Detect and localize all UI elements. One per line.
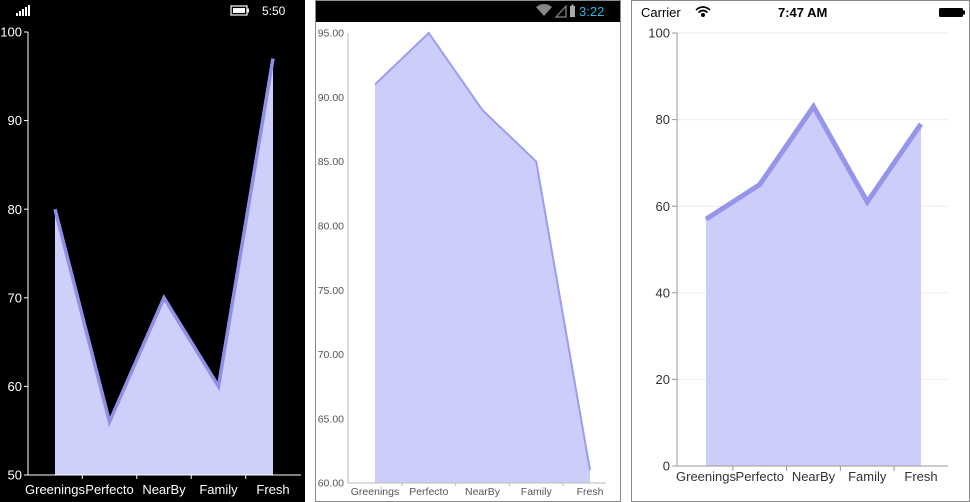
- x-tick-label: Perfecto: [409, 486, 448, 498]
- status-time: 7:47 AM: [778, 5, 828, 20]
- x-tick-label: Family: [199, 482, 238, 497]
- y-tick-label: 75.00: [318, 285, 344, 297]
- carrier-label: Carrier: [641, 5, 681, 20]
- status-bar: 5:50: [0, 0, 305, 22]
- y-tick-label: 70: [8, 290, 22, 305]
- x-tick-label: Family: [521, 486, 553, 498]
- x-tick-label: NearBy: [465, 486, 501, 498]
- wifi-icon: [536, 4, 552, 16]
- y-tick-label: 20: [656, 372, 670, 387]
- y-tick-label: 85.00: [318, 156, 344, 168]
- status-time: 5:50: [262, 4, 286, 18]
- area-chart: 60.00 65.00 70.00 75.00 80.00 85.00 90.00 95.00…: [318, 28, 606, 498]
- x-tick-label: Perfecto: [85, 482, 133, 497]
- area-fill: [375, 33, 590, 483]
- y-tick-label: 60: [8, 379, 22, 394]
- windows-phone-screen: 5:50 50 60 70 80 90 100 Greenings Perfecto NearB…: [0, 0, 305, 502]
- y-tick-label: 80: [656, 112, 670, 127]
- status-time: 3:22: [579, 4, 605, 19]
- y-tick-label: 90.00: [318, 92, 344, 104]
- x-tick-label: Greenings: [676, 469, 736, 484]
- y-tick-label: 0: [663, 459, 670, 474]
- area-chart: 0 20 40 60 80 100 Greenings Perfecto NearBy Famil…: [648, 26, 948, 484]
- x-tick-label: Fresh: [904, 469, 937, 484]
- x-tick-label: Greenings: [351, 486, 399, 498]
- area-fill: [706, 106, 921, 467]
- signal-bars-icon: [16, 5, 30, 16]
- status-bar: 3:22: [316, 1, 620, 22]
- y-tick-label: 65.00: [318, 413, 344, 425]
- area-chart: 50 60 70 80 90 100 Greenings Perfecto NearBy Fami…: [0, 25, 301, 497]
- status-bar: Carrier 7:47 AM: [632, 1, 969, 23]
- battery-icon: [230, 5, 249, 16]
- y-tick-label: 100: [0, 25, 22, 40]
- area-fill: [55, 58, 273, 475]
- x-tick-label: Fresh: [256, 482, 289, 497]
- x-tick-label: Perfecto: [736, 469, 784, 484]
- x-tick-label: NearBy: [792, 469, 836, 484]
- y-tick-label: 80.00: [318, 221, 344, 233]
- battery-icon: [939, 8, 965, 17]
- status-icons: [695, 6, 965, 18]
- wifi-icon: [695, 6, 711, 18]
- y-tick-label: 90: [8, 113, 22, 128]
- y-tick-label: 80: [8, 202, 22, 217]
- x-tick-label: NearBy: [142, 482, 186, 497]
- y-tick-label: 95.00: [318, 28, 344, 40]
- status-icons: [16, 5, 249, 16]
- y-tick-label: 100: [648, 26, 670, 41]
- android-phone-screen: 3:22 60.00 65.00 70.00 75.00 80.00 85.00 90.00…: [315, 0, 621, 502]
- y-tick-label: 50: [8, 468, 22, 483]
- y-tick-label: 60.00: [318, 478, 344, 490]
- status-icons: [536, 4, 575, 18]
- signal-icon: [554, 4, 567, 18]
- battery-icon: [570, 4, 575, 17]
- y-tick-label: 70.00: [318, 349, 344, 361]
- x-tick-label: Greenings: [25, 482, 85, 497]
- x-tick-label: Fresh: [577, 486, 604, 498]
- y-tick-label: 60: [656, 199, 670, 214]
- y-tick-label: 40: [656, 285, 670, 300]
- x-tick-label: Family: [848, 469, 887, 484]
- ios-phone-screen: Carrier 7:47 AM 0 20 40 60 80 100 Greenings Per…: [631, 0, 970, 502]
